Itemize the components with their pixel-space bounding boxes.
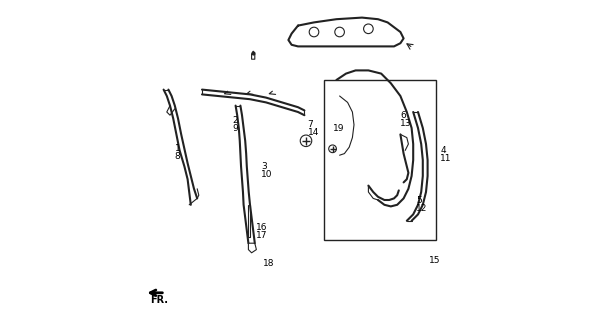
Text: 4: 4 bbox=[440, 146, 446, 155]
Text: 17: 17 bbox=[256, 231, 268, 240]
Text: 13: 13 bbox=[401, 119, 412, 128]
Text: 14: 14 bbox=[308, 128, 319, 137]
Text: FR.: FR. bbox=[150, 295, 168, 305]
Text: 12: 12 bbox=[417, 204, 428, 212]
Text: 11: 11 bbox=[440, 154, 452, 163]
Text: 15: 15 bbox=[429, 256, 440, 265]
Text: 6: 6 bbox=[401, 111, 406, 120]
Text: 5: 5 bbox=[417, 196, 422, 204]
Text: 19: 19 bbox=[333, 124, 344, 132]
Text: 7: 7 bbox=[308, 120, 313, 129]
Text: 3: 3 bbox=[261, 162, 267, 171]
Text: 9: 9 bbox=[232, 124, 238, 132]
Text: 18: 18 bbox=[263, 260, 274, 268]
Text: 2: 2 bbox=[232, 116, 238, 124]
Text: 8: 8 bbox=[175, 152, 181, 161]
Text: 1: 1 bbox=[175, 144, 181, 153]
Text: 10: 10 bbox=[261, 170, 273, 179]
Text: 16: 16 bbox=[256, 223, 268, 232]
